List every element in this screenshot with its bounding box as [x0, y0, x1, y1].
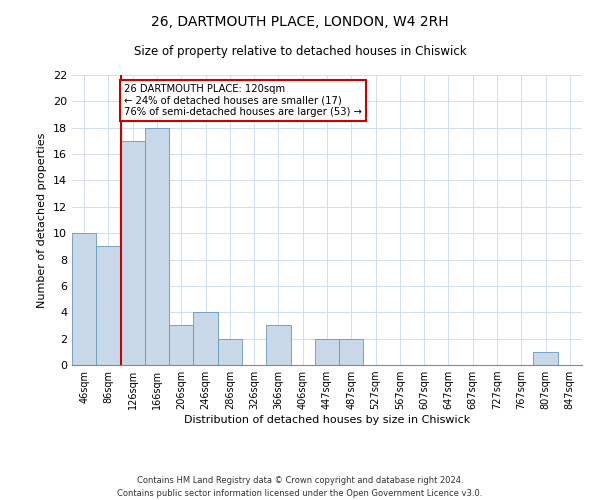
Bar	[96, 246, 121, 365]
Bar	[266, 326, 290, 365]
Text: 26 DARTMOUTH PLACE: 120sqm
← 24% of detached houses are smaller (17)
76% of semi: 26 DARTMOUTH PLACE: 120sqm ← 24% of deta…	[124, 84, 362, 117]
Bar	[121, 141, 145, 365]
X-axis label: Distribution of detached houses by size in Chiswick: Distribution of detached houses by size …	[184, 415, 470, 425]
Y-axis label: Number of detached properties: Number of detached properties	[37, 132, 47, 308]
Bar	[72, 233, 96, 365]
Bar	[339, 338, 364, 365]
Bar	[533, 352, 558, 365]
Bar	[145, 128, 169, 365]
Text: Contains HM Land Registry data © Crown copyright and database right 2024.
Contai: Contains HM Land Registry data © Crown c…	[118, 476, 482, 498]
Bar	[193, 312, 218, 365]
Bar	[315, 338, 339, 365]
Bar	[218, 338, 242, 365]
Bar	[169, 326, 193, 365]
Text: 26, DARTMOUTH PLACE, LONDON, W4 2RH: 26, DARTMOUTH PLACE, LONDON, W4 2RH	[151, 15, 449, 29]
Text: Size of property relative to detached houses in Chiswick: Size of property relative to detached ho…	[134, 45, 466, 58]
